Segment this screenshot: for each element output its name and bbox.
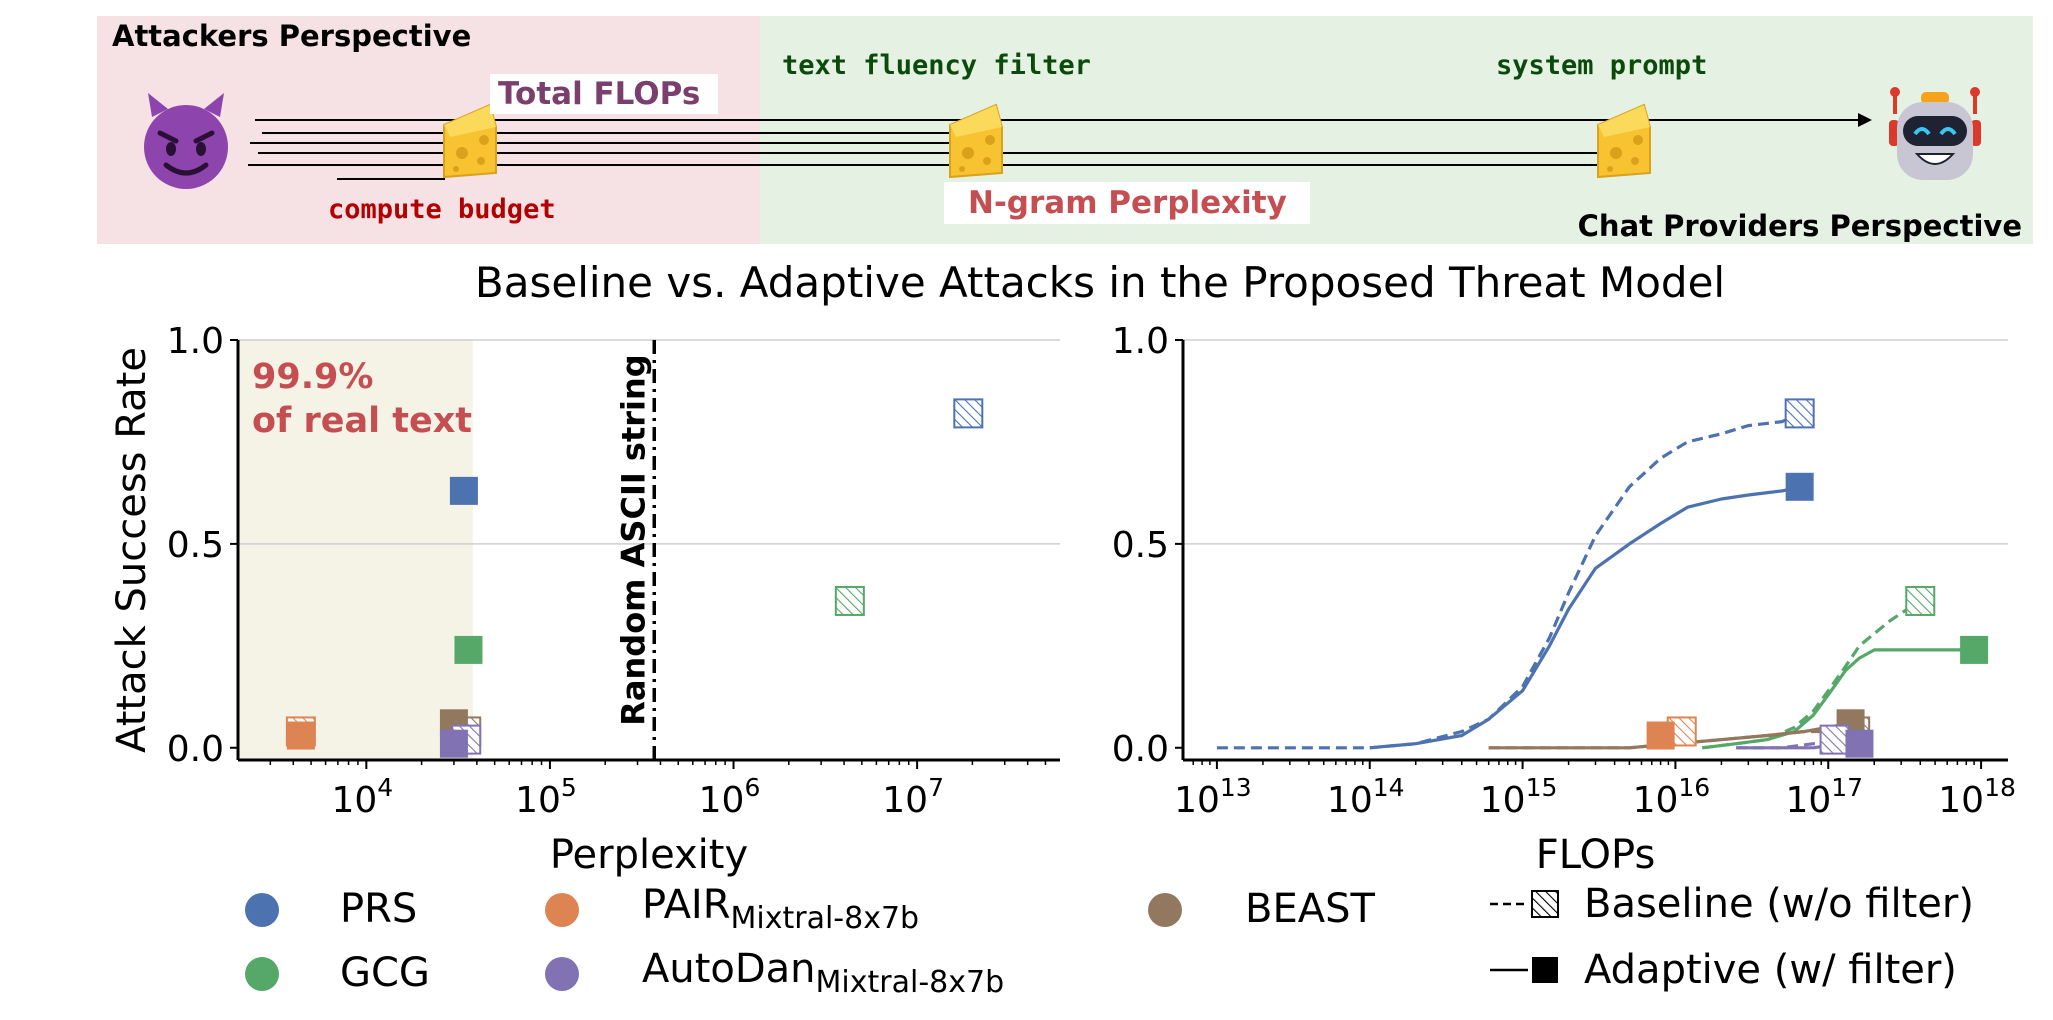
scatter-y-tick-label: 0.0 [167, 729, 224, 770]
flops-x-axis-label: FLOPs [1536, 832, 1656, 878]
real-text-percent-label: 99.9% [252, 357, 373, 397]
scatter-x-tick-label: 107 [882, 773, 944, 821]
legend-marker-prs [245, 893, 279, 927]
ngram-perplexity-label: N-gram Perplexity [968, 185, 1287, 221]
perplexity-scatter-panel: 0.0 0.5 1.0 104 105 106 107 Perplexity Attack Su… [109, 321, 1060, 878]
scatter-point-prs-baseline [953, 398, 984, 429]
scatter-x-axis-label: Perplexity [550, 832, 748, 878]
legend-label-adaptive: Adaptive (w/ filter) [1584, 947, 1957, 993]
endpoint-pair-adaptive [1646, 721, 1675, 750]
flops-y-tick-label: 1.0 [1112, 321, 1169, 362]
series-line-gcg-adaptive [1702, 648, 1975, 750]
flops-x-tick-label: 1018 [1938, 773, 2016, 821]
real-text-region [238, 340, 473, 760]
total-flops-label: Total FLOPs [498, 76, 700, 112]
attacker-perspective-label: Attackers Perspective [112, 19, 471, 53]
flops-x-tick-label: 1014 [1327, 773, 1405, 821]
flops-x-tick-label: 1015 [1480, 773, 1558, 821]
flops-x-tick-label: 1017 [1785, 773, 1863, 821]
flops-x-tick-label: 1016 [1633, 773, 1711, 821]
series-line-beast-adaptive [1488, 721, 1851, 750]
random-ascii-label: Random ASCII string [614, 354, 652, 725]
system-prompt-label: system prompt [1496, 50, 1707, 81]
legend-label-beast: BEAST [1245, 886, 1375, 932]
endpoint-prs-baseline [1784, 398, 1815, 429]
legend: PRS GCG PAIRMixtral-8x7b AutoDanMixtral-8x7… [245, 881, 1974, 1000]
robot-face-icon [1889, 87, 1981, 180]
flops-y-tick-label: 0.5 [1112, 525, 1169, 566]
scatter-point-autodan-adaptive [439, 729, 468, 758]
scatter-point-pair-adaptive [286, 721, 315, 750]
legend-label-pair: PAIRMixtral-8x7b [642, 882, 919, 936]
flops-y-tick-label: 0.0 [1112, 729, 1169, 770]
total-flops-box [490, 74, 718, 114]
legend-baseline-marker [1531, 890, 1559, 918]
endpoint-gcg-adaptive [1960, 635, 1989, 664]
real-text-caption-label: of real text [252, 401, 472, 441]
ngram-box [944, 182, 1310, 224]
series-line-prs-baseline [1216, 411, 1801, 750]
legend-marker-beast [1148, 893, 1182, 927]
scatter-y-tick-label: 1.0 [167, 321, 224, 362]
scatter-x-tick-label: 106 [699, 773, 761, 821]
legend-marker-pair [545, 893, 579, 927]
endpoint-autodan-baseline [1819, 724, 1850, 755]
endpoint-autodan-adaptive [1845, 729, 1874, 758]
endpoint-prs-adaptive [1785, 472, 1814, 501]
compute-budget-label: compute budget [328, 194, 556, 225]
series-line-gcg-baseline [1702, 599, 1922, 750]
devil-face-icon [144, 93, 228, 189]
scatter-x-tick-label: 105 [515, 773, 577, 821]
text-fluency-filter-label: text fluency filter [782, 50, 1091, 81]
scatter-y-axis-label: Attack Success Rate [109, 347, 155, 753]
series-line-prs-adaptive [1369, 485, 1801, 750]
legend-label-autodan: AutoDanMixtral-8x7b [642, 946, 1004, 1000]
figure-title: Baseline vs. Adaptive Attacks in the Pro… [475, 258, 1725, 307]
arrowhead-icon [1858, 113, 1872, 127]
flops-line-panel: 0.0 0.5 1.0 1013 1014 1015 1016 1017 1018 FLOPs [1112, 321, 2016, 878]
legend-label-prs: PRS [340, 886, 417, 932]
threat-banner: Attackers Perspective Total FLOPs [97, 16, 2033, 244]
legend-label-gcg: GCG [340, 950, 430, 996]
legend-marker-autodan [545, 957, 579, 991]
legend-label-baseline: Baseline (w/o filter) [1584, 881, 1974, 927]
scatter-point-gcg-adaptive [454, 635, 483, 664]
scatter-y-tick-label: 0.5 [167, 525, 224, 566]
legend-adaptive-marker [1532, 957, 1558, 983]
flops-x-tick-label: 1013 [1174, 773, 1252, 821]
scatter-point-gcg-baseline [834, 585, 865, 616]
scatter-x-tick-label: 104 [331, 773, 393, 821]
endpoint-gcg-baseline [1905, 585, 1936, 616]
chat-provider-perspective-label: Chat Providers Perspective [1578, 209, 2022, 243]
scatter-point-prs-adaptive [449, 476, 478, 505]
legend-marker-gcg [245, 957, 279, 991]
